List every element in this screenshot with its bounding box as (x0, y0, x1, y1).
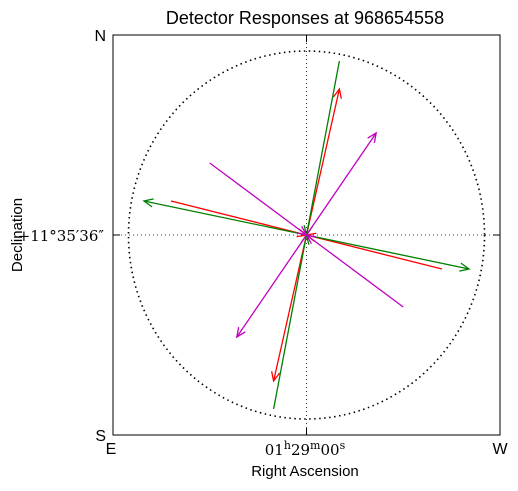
vector-shaft (306, 234, 470, 270)
vector-shaft (209, 162, 307, 236)
vector-arrowhead (296, 225, 308, 236)
vector-shaft (305, 132, 377, 236)
vector-shaft (272, 234, 308, 410)
y-axis-label: Declination (9, 198, 26, 272)
frame-ticks (113, 35, 500, 435)
east-label: E (106, 441, 117, 458)
vector-arrowhead (367, 131, 378, 143)
west-label: W (492, 441, 508, 458)
south-label: S (95, 428, 106, 445)
vector-shaft (306, 234, 443, 270)
chart-title: Detector Responses at 968654558 (166, 8, 444, 28)
vector-shaft (305, 60, 341, 236)
vector-shaft (236, 234, 308, 338)
vector-arrowhead (332, 87, 343, 99)
north-label: N (94, 28, 106, 45)
vector-arrowhead (270, 371, 281, 383)
reference-circle (127, 50, 486, 420)
vector-arrowhead (459, 262, 471, 272)
vector-series-2 (209, 131, 404, 339)
x-tick-label: 01h29m00s (265, 439, 346, 459)
vector-arrowhead (235, 327, 246, 339)
vector-shaft (305, 88, 341, 236)
vector-series-0 (170, 87, 443, 383)
vector-shaft (170, 200, 307, 236)
vector-shaft (306, 234, 404, 308)
y-tick-label: +11°35′36″ (18, 227, 105, 245)
x-axis-label: Right Ascension (251, 463, 359, 480)
vector-arrowhead (142, 198, 154, 208)
vector-layer (142, 60, 471, 410)
vector-shaft (143, 200, 307, 236)
vector-shaft (272, 234, 308, 382)
